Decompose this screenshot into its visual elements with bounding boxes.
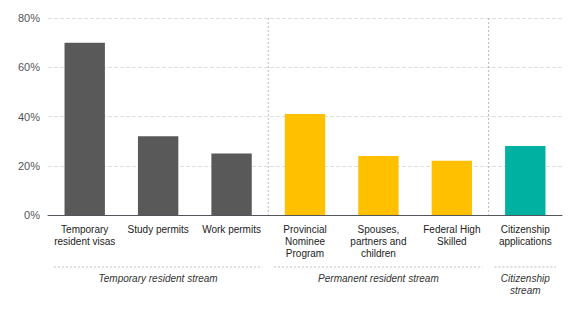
svg-text:Provincial: Provincial bbox=[283, 224, 326, 235]
svg-text:Program: Program bbox=[286, 248, 324, 259]
svg-text:Permanent resident stream: Permanent resident stream bbox=[318, 273, 439, 284]
svg-text:Temporary: Temporary bbox=[61, 224, 108, 235]
svg-text:partners and: partners and bbox=[350, 236, 406, 247]
svg-text:0%: 0% bbox=[24, 209, 40, 221]
svg-text:applications: applications bbox=[499, 236, 552, 247]
svg-text:Spouses,: Spouses, bbox=[358, 224, 400, 235]
svg-text:Work permits: Work permits bbox=[202, 224, 261, 235]
svg-text:80%: 80% bbox=[18, 12, 40, 24]
svg-text:40%: 40% bbox=[18, 111, 40, 123]
svg-text:20%: 20% bbox=[18, 160, 40, 172]
svg-text:Study permits: Study permits bbox=[128, 224, 189, 235]
svg-text:60%: 60% bbox=[18, 61, 40, 73]
svg-text:Nominee: Nominee bbox=[285, 236, 325, 247]
svg-text:stream: stream bbox=[510, 285, 541, 296]
svg-text:resident visas: resident visas bbox=[54, 236, 115, 247]
svg-text:Skilled: Skilled bbox=[437, 236, 466, 247]
svg-text:Citizenship: Citizenship bbox=[501, 224, 550, 235]
svg-text:Citizenship: Citizenship bbox=[501, 273, 550, 284]
svg-text:children: children bbox=[361, 248, 396, 259]
svg-text:Federal High: Federal High bbox=[423, 224, 480, 235]
svg-text:Temporary resident stream: Temporary resident stream bbox=[99, 273, 218, 284]
